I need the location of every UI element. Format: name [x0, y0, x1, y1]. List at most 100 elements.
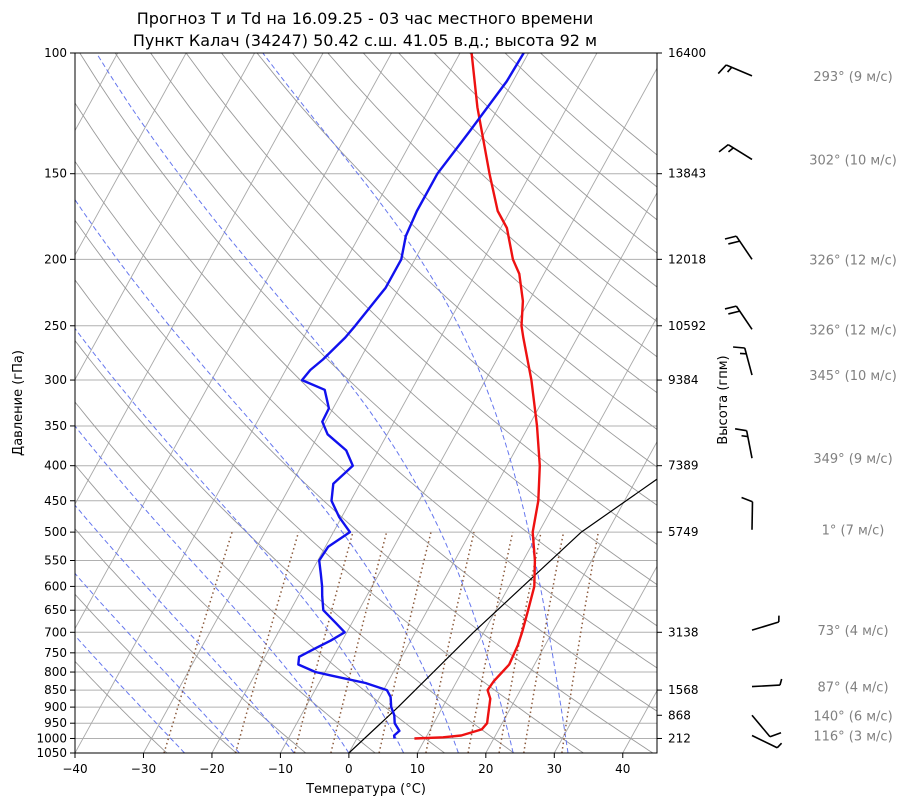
x-tick-label: 30: [547, 762, 562, 776]
y-tick-label: 750: [44, 646, 67, 660]
wind-barb: [718, 143, 753, 161]
y-tick-label: 1050: [36, 746, 67, 760]
isotherm-line: [553, 565, 657, 753]
wind-barb-flag: [724, 235, 737, 240]
dry-adiabat: [75, 593, 237, 753]
y-tick-label: 450: [44, 494, 67, 508]
y-axis: 100 150 200 250 300 350 400 450 500 550 600 650 700 7…: [36, 46, 75, 760]
dry-adiabat: [75, 102, 657, 669]
y-tick-label: 650: [44, 603, 67, 617]
y-tick-label: 700: [44, 625, 67, 639]
dewpoint-line: [297, 53, 525, 739]
wind-label: 349° (9 м/с): [813, 452, 892, 467]
mixing-ratio-line: [561, 531, 600, 753]
wind-barb: [733, 346, 753, 376]
wind-barb: [717, 64, 753, 77]
mixing-ratio-line: [163, 531, 233, 753]
height-tick-label: 13843: [668, 167, 706, 181]
wind-barb-half-flag: [727, 147, 734, 153]
isotherm-line: [485, 440, 657, 753]
y-tick-label: 200: [44, 252, 67, 266]
dry-adiabat: [327, 53, 657, 358]
y-tick-label: 500: [44, 525, 67, 539]
y-tick-label: 550: [44, 554, 67, 568]
wind-barb-flag: [733, 346, 745, 349]
height-tick-label: 1568: [668, 683, 699, 697]
wind-barb-flag: [769, 731, 782, 738]
chart-title-line1: Прогноз T и Td на 16.09.25 - 03 час мест…: [137, 9, 593, 28]
wind-barbs: 293° (9 м/с) 302° (10 м/с) 326° (12 м/с) 32…: [717, 64, 897, 749]
x-axis: −40 −30 −20 −10 0 10 20 30 40: [62, 753, 630, 776]
wind-barb-half-flag: [776, 742, 783, 749]
wind-label: 326° (12 м/с): [809, 323, 897, 338]
wind-barb-half-flag: [779, 678, 783, 686]
wind-barb-staff: [735, 305, 753, 330]
mixing-ratio-line: [498, 531, 542, 753]
wind-barb-flag: [717, 64, 727, 75]
mixing-ratio-line: [234, 531, 300, 753]
moist-adiabat: [75, 425, 350, 753]
wind-label: 73° (4 м/с): [817, 624, 888, 639]
dry-adiabat: [75, 660, 168, 753]
height-tick-label: 212: [668, 731, 691, 745]
dry-adiabat: [256, 53, 657, 430]
isotherm-line: [416, 316, 657, 753]
x-tick-label: 40: [615, 762, 630, 776]
x-tick-label: −10: [268, 762, 293, 776]
y-axis-label: Давление (гПа): [11, 350, 26, 456]
wind-barb-staff: [743, 347, 753, 376]
wind-barb-staff: [751, 621, 780, 631]
dry-adiabat: [75, 279, 584, 753]
moist-adiabat: [75, 504, 295, 753]
parcel-line: [348, 478, 657, 753]
height-tick-label: 5749: [668, 525, 699, 539]
y-tick-label: 400: [44, 459, 67, 473]
dry-adiabat: [75, 219, 654, 753]
height-tick-label: 12018: [668, 252, 706, 266]
height-tick-label: 7389: [668, 459, 699, 473]
wind-barb: [734, 428, 753, 459]
height-tick-label: 868: [668, 708, 691, 722]
height-tick-label: 10592: [668, 319, 706, 333]
wind-label: 140° (6 м/с): [813, 709, 892, 724]
chart-title-line2: Пункт Калач (34247) 50.42 с.ш. 41.05 в.д…: [133, 31, 597, 50]
wind-label: 293° (9 м/с): [813, 70, 892, 85]
y-tick-label: 800: [44, 665, 67, 679]
wind-label: 326° (12 м/с): [809, 253, 897, 268]
wind-label: 116° (3 м/с): [813, 729, 892, 744]
isotherm-line: [143, 53, 529, 753]
x-axis-label: Температура (°C): [305, 782, 426, 797]
dry-adiabat: [221, 53, 657, 468]
wind-barb-staff: [735, 235, 753, 260]
y-tick-label: 250: [44, 319, 67, 333]
wind-barb: [724, 305, 753, 330]
wind-label: 87° (4 м/с): [817, 681, 888, 696]
wind-label: 302° (10 м/с): [809, 153, 897, 168]
dry-adiabat: [75, 160, 657, 712]
moist-adiabat: [262, 53, 569, 753]
x-tick-label: 10: [410, 762, 425, 776]
mixing-ratio-line: [293, 531, 354, 753]
y-tick-label: 150: [44, 167, 67, 181]
isotherm-line: [75, 53, 324, 505]
temperature-line: [414, 53, 541, 740]
wind-barb: [751, 615, 780, 631]
wind-label: 1° (7 м/с): [822, 524, 885, 539]
mixing-ratio-line: [378, 531, 432, 753]
mixing-ratio-line: [523, 531, 565, 753]
wind-barb-staff: [745, 430, 753, 459]
wind-barb-half-flag: [741, 434, 748, 438]
plot-frame: [74, 52, 658, 754]
wind-barb: [724, 235, 753, 260]
wind-label: 345° (10 м/с): [809, 369, 897, 384]
mixing-ratio-line: [330, 531, 388, 753]
wind-barb-flag: [724, 305, 737, 310]
wind-barb-flag: [734, 428, 747, 432]
y-tick-label: 850: [44, 683, 67, 697]
mixing-ratio-line: [467, 531, 514, 753]
height-axis-label: Высота (гпм): [716, 355, 731, 444]
wind-barb-flag: [728, 310, 740, 315]
height-tick-label: 9384: [668, 373, 699, 387]
isotherm-line: [75, 53, 461, 753]
